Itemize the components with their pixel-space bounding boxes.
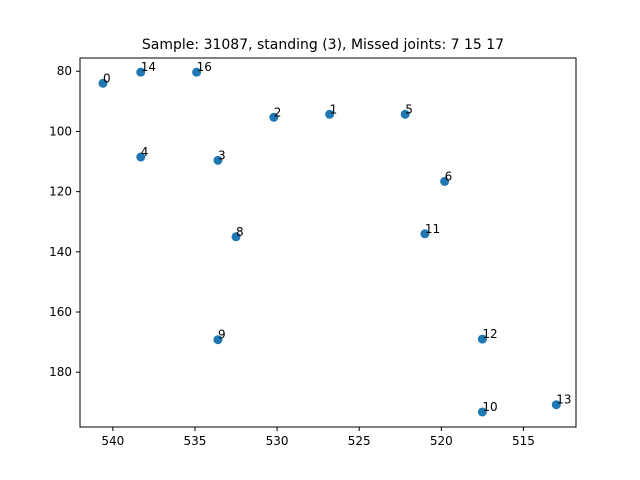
point-label: 11 bbox=[425, 222, 440, 236]
data-point bbox=[325, 109, 335, 119]
x-tick-label: 540 bbox=[101, 434, 124, 448]
x-tick-label: 535 bbox=[184, 434, 207, 448]
point-label: 4 bbox=[141, 145, 149, 159]
y-tick-label: 120 bbox=[49, 185, 72, 199]
point-label: 12 bbox=[482, 327, 497, 341]
data-point bbox=[192, 67, 202, 77]
point-label: 2 bbox=[274, 105, 282, 119]
plot-area-frame bbox=[79, 57, 577, 428]
data-point bbox=[98, 78, 108, 88]
x-tick-label: 515 bbox=[512, 434, 535, 448]
x-tick-label: 525 bbox=[348, 434, 371, 448]
point-label: 5 bbox=[405, 102, 413, 116]
data-point bbox=[269, 112, 279, 122]
data-point bbox=[440, 176, 450, 186]
point-label: 1 bbox=[330, 102, 338, 116]
data-point bbox=[400, 109, 410, 119]
x-tick-label: 520 bbox=[430, 434, 453, 448]
data-point bbox=[477, 407, 487, 417]
y-tick-label: 180 bbox=[49, 365, 72, 379]
y-tick-label: 100 bbox=[49, 124, 72, 138]
point-label: 9 bbox=[218, 328, 226, 342]
y-tick-label: 80 bbox=[57, 64, 72, 78]
point-label: 14 bbox=[141, 60, 156, 74]
chart-title: Sample: 31087, standing (3), Missed join… bbox=[142, 37, 504, 53]
point-label: 13 bbox=[556, 393, 571, 407]
data-point bbox=[136, 67, 146, 77]
data-point bbox=[136, 152, 146, 162]
point-label: 10 bbox=[482, 400, 497, 414]
point-label: 0 bbox=[103, 71, 111, 85]
data-point bbox=[420, 229, 430, 239]
point-label: 6 bbox=[445, 169, 453, 183]
data-point bbox=[551, 400, 561, 410]
y-tick-label: 160 bbox=[49, 305, 72, 319]
point-label: 3 bbox=[218, 148, 226, 162]
data-point bbox=[477, 334, 487, 344]
y-tick-label: 140 bbox=[49, 245, 72, 259]
data-point bbox=[213, 335, 223, 345]
x-tick-label: 530 bbox=[266, 434, 289, 448]
point-label: 16 bbox=[197, 60, 212, 74]
point-label: 8 bbox=[236, 225, 244, 239]
data-point bbox=[231, 232, 241, 242]
data-point bbox=[213, 155, 223, 165]
